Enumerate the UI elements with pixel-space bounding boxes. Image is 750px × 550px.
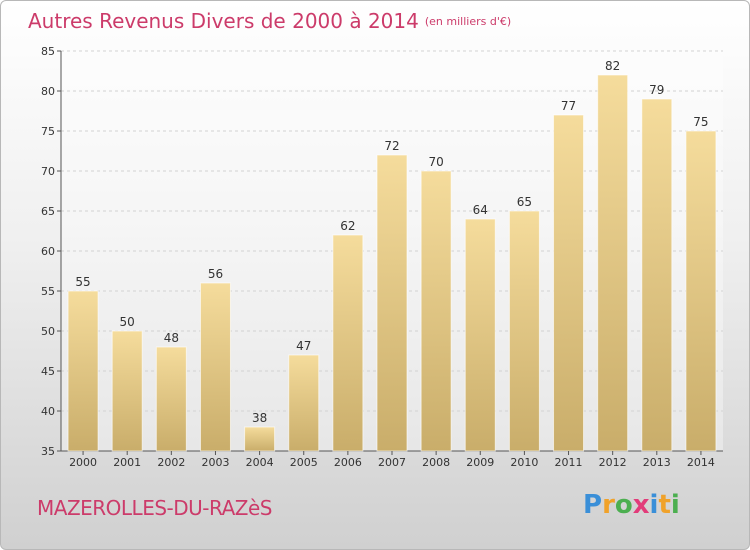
logo-letter: x — [632, 490, 650, 520]
x-tick-label: 2002 — [157, 456, 185, 469]
x-tick-label: 2010 — [510, 456, 538, 469]
bar-2003 — [199, 282, 231, 452]
data-label: 82 — [605, 59, 620, 73]
data-label: 55 — [75, 275, 90, 289]
logo-letter: P — [583, 490, 603, 520]
data-label: 62 — [340, 219, 355, 233]
y-tick-label: 80 — [41, 85, 55, 98]
x-tick-label: 2009 — [466, 456, 494, 469]
y-tick-label: 60 — [41, 245, 55, 258]
x-tick-label: 2011 — [555, 456, 583, 469]
bar-2006 — [332, 234, 364, 452]
bar-2000 — [67, 290, 99, 452]
x-tick-label: 2004 — [246, 456, 274, 469]
chart-subtitle: (en milliers d'€) — [424, 15, 512, 28]
bar-2001 — [111, 330, 143, 452]
y-tick-label: 50 — [41, 325, 55, 338]
logo-letter: i — [649, 490, 659, 520]
chart-title: Autres Revenus Divers de 2000 à 2014 (en … — [28, 9, 511, 33]
y-tick-label: 35 — [41, 445, 55, 458]
bar-2013 — [641, 98, 673, 452]
y-tick-label: 55 — [41, 285, 55, 298]
x-tick-label: 2007 — [378, 456, 406, 469]
x-tick-label: 2000 — [69, 456, 97, 469]
place-name: MAZEROLLES-DU-RAZèS — [37, 496, 272, 520]
bar-2005 — [288, 354, 320, 452]
data-label: 79 — [649, 83, 664, 97]
data-label: 72 — [384, 139, 399, 153]
bar-2014 — [685, 130, 717, 452]
bar-2012 — [597, 74, 629, 452]
x-tick-label: 2001 — [113, 456, 141, 469]
y-tick-label: 40 — [41, 405, 55, 418]
title-text: Autres Revenus Divers de 2000 à 2014 — [28, 9, 419, 33]
logo-letter: t — [658, 490, 671, 520]
x-tick-label: 2006 — [334, 456, 362, 469]
bar-2010 — [508, 210, 540, 452]
proxiti-logo: Proxiti — [583, 490, 680, 520]
logo-letter: o — [614, 490, 633, 520]
x-tick-label: 2012 — [599, 456, 627, 469]
bar-2007 — [376, 154, 408, 452]
data-label: 75 — [693, 115, 708, 129]
logo-letter: i — [670, 490, 680, 520]
bar-2011 — [553, 114, 585, 452]
x-tick-label: 2003 — [201, 456, 229, 469]
logo-letter: r — [602, 490, 615, 520]
y-tick-label: 45 — [41, 365, 55, 378]
y-tick-label: 70 — [41, 165, 55, 178]
data-label: 77 — [561, 99, 576, 113]
bar-2008 — [420, 170, 452, 452]
y-tick-label: 65 — [41, 205, 55, 218]
x-tick-label: 2013 — [643, 456, 671, 469]
bar-2002 — [155, 346, 187, 452]
bar-2009 — [464, 218, 496, 452]
x-tick-label: 2005 — [290, 456, 318, 469]
data-label: 47 — [296, 339, 311, 353]
data-label: 38 — [252, 411, 267, 425]
data-label: 70 — [428, 155, 443, 169]
x-tick-label: 2014 — [687, 456, 715, 469]
data-label: 50 — [120, 315, 135, 329]
data-label: 48 — [164, 331, 179, 345]
data-label: 64 — [473, 203, 488, 217]
y-tick-label: 75 — [41, 125, 55, 138]
data-label: 56 — [208, 267, 223, 281]
data-label: 65 — [517, 195, 532, 209]
bar-2004 — [244, 426, 276, 452]
x-tick-label: 2008 — [422, 456, 450, 469]
y-tick-label: 85 — [41, 45, 55, 58]
